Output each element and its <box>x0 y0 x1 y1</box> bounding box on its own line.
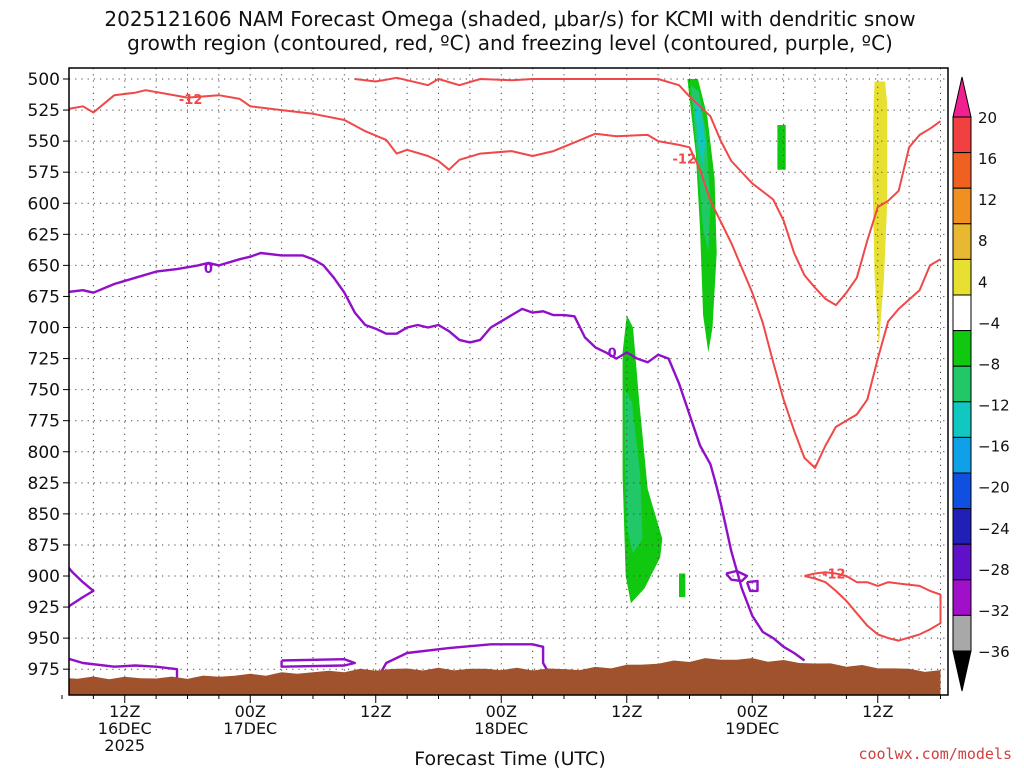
colorbar-bottom-arrow <box>952 650 972 692</box>
y-tick-label: 725 <box>28 350 60 370</box>
y-tick-label: 950 <box>28 629 60 649</box>
colorbar-band <box>952 614 972 652</box>
plot-inner: -12 -12 -12 0 0 <box>69 68 948 695</box>
dgz-upper-left <box>69 89 942 469</box>
colorbar-band <box>952 472 972 510</box>
x-tick-label: 19DEC <box>725 719 779 738</box>
y-tick-label: 875 <box>28 536 60 556</box>
x-tick-label: 00Z <box>737 702 768 721</box>
y-tick-label: 775 <box>28 412 60 432</box>
y-axis-pressure: 500 525 550 575 600 625 650 675 700 725 750 775 800 8… <box>28 70 69 680</box>
colorbar-tick-label: 20 <box>978 109 997 127</box>
colorbar-tick-label: −24 <box>978 520 1010 538</box>
colorbar-tick-label: 16 <box>978 150 997 168</box>
omega-cell-4 <box>679 573 686 598</box>
y-tick-label: 650 <box>28 256 60 276</box>
terrain-fill <box>69 658 941 695</box>
y-tick-label: 825 <box>28 474 60 494</box>
x-axis-label: Forecast Time (UTC) <box>414 748 605 768</box>
omega-cell-3 <box>777 125 786 170</box>
x-tick-label: 12Z <box>109 702 140 721</box>
colorbar-band <box>952 116 972 154</box>
colorbar-band <box>952 579 972 616</box>
colorbar-tick-label: 4 <box>978 273 988 291</box>
fz-surface-left <box>69 657 179 682</box>
colorbar-tick-label: −16 <box>978 438 1010 456</box>
colorbar-band <box>952 401 972 438</box>
colorbar-tick-label: 8 <box>978 232 988 250</box>
colorbar-band <box>952 436 972 474</box>
fz-surface-mid <box>374 643 555 683</box>
y-tick-label: 675 <box>28 287 60 307</box>
y-tick-label: 700 <box>28 319 60 339</box>
fz-main <box>69 251 806 662</box>
colorbar-band <box>952 187 972 225</box>
colorbar-tick-label: −28 <box>978 561 1010 579</box>
colorbar-tick-label: −12 <box>978 397 1010 415</box>
colorbar-band <box>952 152 972 189</box>
y-tick-label: 925 <box>28 598 60 618</box>
omega-cell-2-core <box>693 97 706 166</box>
x-tick-label: 12Z <box>862 702 893 721</box>
colorbar-band <box>952 508 972 545</box>
y-tick-label: 750 <box>28 381 60 401</box>
plot-frame <box>68 67 949 696</box>
dgz-upper-right <box>354 76 942 307</box>
omega-cell-5 <box>872 81 888 347</box>
freezing-label-2: 0 <box>608 346 617 361</box>
fz-loop-b <box>725 569 749 583</box>
y-tick-label: 600 <box>28 194 60 214</box>
colorbar-band <box>952 258 972 296</box>
y-tick-label: 575 <box>28 163 60 183</box>
omega-cell-2 <box>687 79 717 353</box>
colorbar-tick-label: −20 <box>978 479 1010 497</box>
colorbar-top-arrow <box>952 76 972 118</box>
colorbar-tick-label: −32 <box>978 602 1010 620</box>
colorbar-band <box>952 330 972 367</box>
y-tick-label: 850 <box>28 505 60 525</box>
x-tick-label: 18DEC <box>474 719 528 738</box>
dgz-label-1: -12 <box>179 93 203 108</box>
x-tick-label: 12Z <box>611 702 642 721</box>
y-tick-label: 625 <box>28 225 60 245</box>
colorbar-band <box>952 223 972 260</box>
x-tick-label: 00Z <box>235 702 266 721</box>
omega-colorbar: 20 16 12 8 4 −4 −8 −12 −16 −20 −24 −28 −32 −36 <box>952 76 1010 692</box>
fz-loop-a <box>280 658 356 668</box>
colorbar-tick-label: −4 <box>978 314 1000 332</box>
plot-area: -12 -12 -12 0 0 <box>68 67 949 696</box>
x-tick-label: 12Z <box>360 702 391 721</box>
x-tick-label: 2025 <box>104 736 145 755</box>
colorbar-tick-label: 12 <box>978 191 997 209</box>
dgz-label-2: -12 <box>673 153 697 168</box>
colorbar-tick-label: −8 <box>978 355 1000 373</box>
colorbar-tick-label: −36 <box>978 643 1010 661</box>
chart-title-line-1: 2025121606 NAM Forecast Omega (shaded, μ… <box>104 7 915 31</box>
x-tick-label: 16DEC <box>98 719 152 738</box>
chart-title-line-2: growth region (contoured, red, ºC) and f… <box>127 31 893 55</box>
y-tick-label: 550 <box>28 132 60 152</box>
freezing-label-1: 0 <box>204 262 213 277</box>
y-tick-label: 975 <box>28 660 60 680</box>
x-tick-label: 00Z <box>486 702 517 721</box>
omega-cell-1-core <box>624 389 643 554</box>
colorbar-band <box>952 294 972 332</box>
fz-loop-c <box>745 579 759 593</box>
y-tick-label: 525 <box>28 101 60 121</box>
dgz-label-3: -12 <box>822 568 846 583</box>
credit-text: coolwx.com/models <box>858 745 1012 763</box>
colorbar-band <box>952 543 972 581</box>
y-tick-label: 500 <box>28 70 60 90</box>
x-tick-label: 17DEC <box>223 719 277 738</box>
y-tick-label: 800 <box>28 443 60 463</box>
y-tick-label: 900 <box>28 567 60 587</box>
colorbar-band <box>952 365 972 403</box>
dgz-lower-right <box>804 571 942 642</box>
fz-left-lower <box>69 566 95 608</box>
